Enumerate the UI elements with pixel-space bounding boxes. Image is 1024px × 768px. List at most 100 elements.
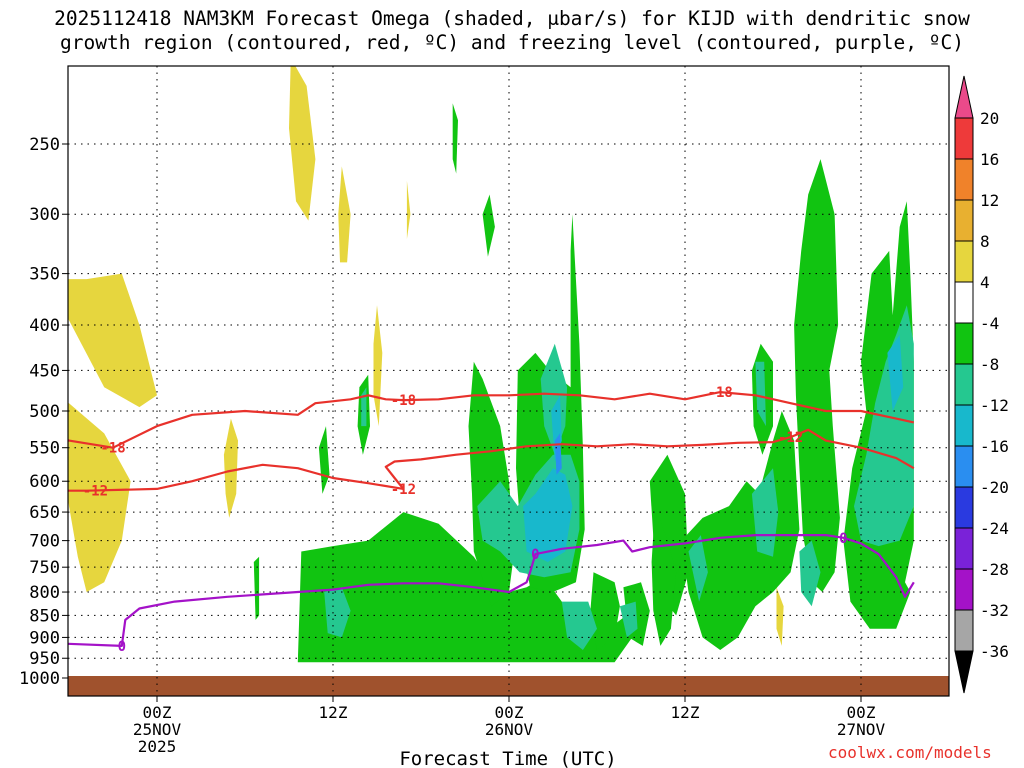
- omega-colorbar: 20 16 12 8 4 -4 -8 -12 -16 -20 -24 -28 -32 -36: [954, 75, 1009, 694]
- omega-region-4: [776, 587, 784, 646]
- colorbar-box: [954, 158, 974, 201]
- colorbar-box: [954, 404, 974, 447]
- x-tick-label: 12Z: [319, 703, 348, 722]
- x-tick-label: 27NOV: [837, 720, 886, 739]
- colorbar-label: -12: [980, 396, 1009, 415]
- colorbar-box: [954, 445, 974, 488]
- omega-region-m4: [452, 103, 458, 174]
- y-tick-label: 750: [29, 558, 60, 578]
- colorbar-label: 12: [980, 191, 999, 210]
- colorbar-box: [954, 322, 974, 365]
- colorbar-label: -24: [980, 519, 1009, 538]
- colorbar-box: [954, 240, 974, 283]
- omega-region-m8: [799, 540, 821, 607]
- contour-label: -18: [708, 385, 733, 401]
- contour-label: 0: [839, 531, 847, 547]
- ground-surface: [68, 676, 949, 696]
- colorbar-label: -28: [980, 560, 1009, 579]
- omega-region-4: [373, 305, 383, 427]
- freezing-level-contour: [68, 534, 915, 647]
- contour-label: -12: [391, 482, 416, 498]
- colorbar-label: -20: [980, 478, 1009, 497]
- colorbar-top-arrow: [954, 75, 974, 119]
- y-tick-label: 300: [29, 205, 60, 225]
- colorbar-label: -36: [980, 642, 1009, 661]
- x-tick-label: 00Z: [143, 703, 172, 722]
- colorbar-label: 16: [980, 150, 999, 169]
- colorbar-box: [954, 568, 974, 611]
- omega-region-m8: [755, 361, 766, 427]
- temperature-contours: -18 -18 -18 -12 -12 -12 0 0 0: [68, 385, 915, 655]
- colorbar-box: [954, 117, 974, 160]
- colorbar-bottom-arrow: [954, 650, 974, 694]
- omega-region-m8: [688, 535, 708, 602]
- chart-title-line-2: growth region (contoured, red, ºC) and f…: [60, 31, 964, 54]
- site-credit: coolwx.com/models: [828, 743, 992, 762]
- contour-label: -18: [100, 441, 125, 457]
- x-tick-label: 26NOV: [485, 720, 534, 739]
- x-axis-title: Forecast Time (UTC): [399, 748, 616, 768]
- pressure-gridlines: [68, 66, 949, 696]
- y-tick-label: 650: [29, 503, 60, 523]
- y-tick-label: 950: [29, 649, 60, 669]
- colorbar-label: 20: [980, 109, 999, 128]
- y-tick-label: 700: [29, 532, 60, 552]
- x-tick-label: 2025: [138, 737, 177, 756]
- omega-region-m4: [253, 556, 260, 620]
- contour-label: -18: [391, 393, 416, 409]
- x-tick-label: 12Z: [671, 703, 700, 722]
- colorbar-label: 8: [980, 232, 990, 251]
- omega-region-4: [68, 402, 131, 592]
- x-tick-label: 00Z: [495, 703, 524, 722]
- omega-region-m8: [324, 587, 351, 638]
- omega-region-m12: [887, 334, 904, 411]
- y-tick-label: 850: [29, 606, 60, 626]
- y-tick-label: 800: [29, 583, 60, 603]
- colorbar-box: [954, 281, 974, 324]
- y-tick-label: 400: [29, 316, 60, 336]
- y-tick-label: 900: [29, 628, 60, 648]
- omega-region-4: [289, 66, 316, 221]
- omega-region-4: [223, 418, 238, 518]
- omega-region-4: [68, 273, 157, 408]
- y-tick-label: 450: [29, 361, 60, 381]
- y-tick-label: 600: [29, 472, 60, 492]
- colorbar-label: -16: [980, 437, 1009, 456]
- contour-label: 0: [118, 639, 126, 655]
- colorbar-label: -32: [980, 601, 1009, 620]
- omega-region-m4: [318, 426, 330, 494]
- contour-label: -12: [778, 430, 803, 446]
- colorbar-box: [954, 199, 974, 242]
- omega-shading: [68, 66, 914, 663]
- x-tick-label: 00Z: [847, 703, 876, 722]
- x-tick-label: 25NOV: [133, 720, 182, 739]
- omega-region-m12: [523, 468, 573, 562]
- y-tick-label: 250: [29, 135, 60, 155]
- colorbar-box: [954, 363, 974, 406]
- y-tick-label: 500: [29, 402, 60, 422]
- omega-region-m8: [619, 601, 638, 638]
- y-tick-label: 550: [29, 439, 60, 459]
- omega-region-4: [338, 166, 351, 263]
- chart-title-line-1: 2025112418 NAM3KM Forecast Omega (shaded…: [54, 7, 970, 30]
- colorbar-label: -8: [980, 355, 999, 374]
- colorbar-box: [954, 527, 974, 570]
- omega-region-m4: [482, 194, 495, 257]
- omega-region-4: [406, 180, 411, 240]
- colorbar-box: [954, 486, 974, 529]
- contour-label: -12: [83, 484, 108, 500]
- dgz-contour-m12: [68, 428, 915, 492]
- colorbar-box: [954, 609, 974, 652]
- y-tick-label: 1000: [19, 669, 60, 689]
- dgz-contour-m18: [68, 391, 915, 449]
- y-tick-label: 350: [29, 265, 60, 285]
- omega-region-m4: [590, 572, 620, 650]
- omega-region-m4: [794, 159, 840, 592]
- colorbar-label: -4: [980, 314, 999, 333]
- omega-region-m4: [651, 506, 677, 646]
- colorbar-label: 4: [980, 273, 990, 292]
- omega-region-m4: [681, 411, 800, 650]
- contour-label: 0: [531, 547, 539, 563]
